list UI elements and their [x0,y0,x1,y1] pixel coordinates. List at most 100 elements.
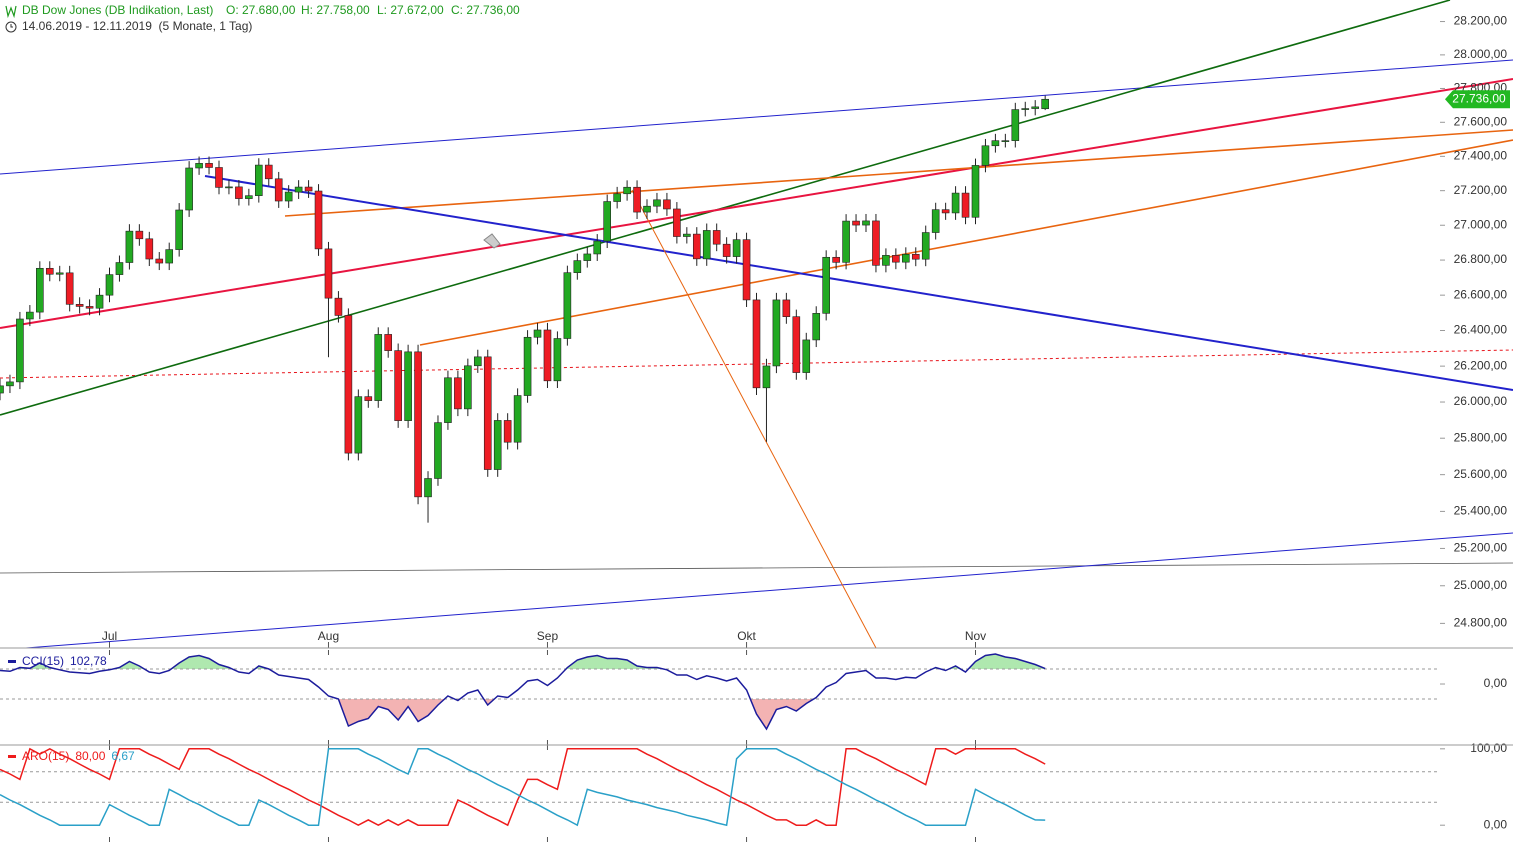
candle-body [274,178,283,202]
trend-lines [0,0,1513,648]
series-line [0,747,1046,827]
candle-body [513,395,522,443]
candle-body [921,232,930,260]
y-tick-label: 27.600,00 [1454,114,1508,128]
candle-body [195,163,203,169]
candle-body [812,313,821,341]
candle-body [1001,140,1010,142]
legend-value: 80,00 [75,749,105,763]
candle-body [205,163,213,168]
x-tick-label: Okt [737,629,756,643]
candle-body [772,299,781,367]
chart-icon [5,5,17,19]
y-tick-label: 24.800,00 [1454,616,1508,630]
x-tick-label: Sep [537,629,559,643]
candle-body [394,350,402,421]
legend-value: 6,67 [111,749,135,763]
candle-body [862,220,870,226]
candle-body [245,195,253,199]
y-tick-label: 25.800,00 [1454,430,1508,444]
x-tick-label: Aug [318,629,339,643]
legend-value: 102,78 [70,654,107,668]
y-tick-label: 26.000,00 [1454,394,1508,408]
y-tick-label: 0,00 [1484,676,1508,690]
candle-body [225,186,233,189]
candle-body [264,164,273,180]
y-tick-label: 100,00 [1470,741,1507,755]
legend-swatch [8,660,16,663]
legend-swatch [8,755,16,758]
candle-body [155,258,164,264]
candle-body [235,186,243,199]
candle-body [961,192,970,218]
candle-body [354,396,363,454]
candle-body [583,253,592,261]
trend-line [204,175,1513,391]
candle-body [951,192,960,214]
candle-body [45,267,54,275]
candle-body [493,420,502,470]
candle-body [792,316,801,373]
candle-body [145,238,154,260]
candle-body [842,220,850,263]
candle-body [623,186,631,195]
candle-body [444,377,452,423]
ohlc-label: O: 27.680,00 [226,3,296,17]
y-tick-label: 28.200,00 [1454,14,1508,28]
candle-body [941,209,950,214]
candle-body [95,294,104,309]
candle-body [683,233,691,237]
candle-body [822,256,830,314]
candle-body [364,396,373,401]
candle-body [633,186,641,213]
candle-body [464,365,472,410]
y-tick-label: 0,00 [1484,817,1508,831]
candle-body [294,186,303,193]
candle-body [404,351,412,421]
chart-title: DB Dow Jones (DB Indikation, Last) [22,3,213,17]
candle-body [782,299,791,317]
candle-body [414,351,422,498]
candle-body [523,336,532,396]
trend-line [0,59,1513,175]
candle-body [324,248,333,299]
clock-icon [10,24,13,28]
candle-body [712,230,721,245]
candle-body [105,274,114,296]
candle-body [36,267,44,313]
price-tag [1445,90,1510,109]
x-tick-label: Jul [102,629,117,643]
candle-body [563,272,572,339]
candle-body [1041,98,1049,110]
candle-body [802,339,811,373]
ohlc-label: L: 27.672,00 [377,3,444,17]
candle-body [314,190,323,250]
candle-body [882,255,890,266]
candle-body [304,186,313,192]
trend-line [419,139,1513,346]
candle-body [55,272,64,275]
candle-body [483,356,492,470]
trend-line [284,129,1513,217]
candle-body [503,420,512,443]
y-tick-label: 25.400,00 [1454,504,1508,518]
marks: 24.800,00 25.000,00 25.200,00 25.400,00 25.6… [0,14,1510,842]
candle-body [603,201,611,242]
candle-body [533,329,542,338]
ohlc-label: H: 27.758,00 [301,3,370,17]
candle-body [135,230,144,240]
cursor-icon [483,233,501,249]
candle-body [643,205,651,213]
candle-body [185,167,193,211]
trend-line [0,562,1513,574]
candle-body [374,334,383,401]
candle-body [434,422,442,479]
candle-body [752,299,761,389]
candle-body [722,243,731,257]
candle-body [593,240,602,255]
candle-body [115,262,124,275]
y-tick-label: 25.600,00 [1454,467,1508,481]
chart-subtitle: 14.06.2019 - 12.11.2019 (5 Monate, 1 Tag… [22,19,252,33]
